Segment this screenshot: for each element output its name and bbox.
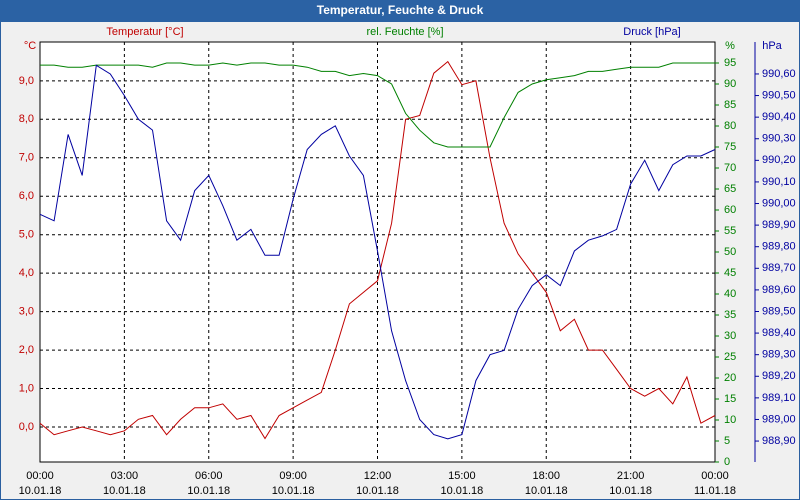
y3-axis-label: hPa: [762, 40, 782, 52]
y3-tick-label: 990,60: [762, 68, 796, 80]
y3-tick-label: 989,00: [762, 413, 796, 425]
y2-axis-label: %: [725, 40, 735, 52]
y-tick-label: 4,0: [19, 267, 34, 279]
series-line: [40, 62, 715, 148]
y2-tick-label: 45: [724, 267, 736, 279]
y3-tick-label: 989,30: [762, 349, 796, 361]
y-tick-label: 8,0: [19, 113, 34, 125]
x-tick-label: 12:00 10.01.18: [356, 470, 399, 497]
x-tick-label: 00:00 11.01.18: [694, 470, 736, 497]
y3-tick-label: 989,80: [762, 241, 796, 253]
x-tick-label: 15:00 10.01.18: [440, 470, 483, 497]
y-tick-label: 9,0: [19, 75, 34, 87]
y2-tick-label: 60: [724, 204, 736, 216]
x-tick-label: 18:00 10.01.18: [525, 470, 568, 497]
y3-tick-label: 988,90: [762, 435, 796, 447]
legend-entry: Temperatur [°C]: [106, 26, 183, 38]
y3-tick-label: 990,20: [762, 154, 796, 166]
y2-tick-label: 55: [724, 225, 736, 237]
legend-entry: Druck [hPa]: [623, 26, 680, 38]
y3-tick-label: 989,50: [762, 305, 796, 317]
series-line: [39, 60, 716, 440]
y2-tick-label: 95: [724, 57, 736, 69]
y-tick-label: 1,0: [19, 382, 34, 394]
y3-tick-label: 990,10: [762, 176, 796, 188]
y2-tick-label: 15: [724, 393, 736, 405]
y3-tick-label: 989,70: [762, 262, 796, 274]
y3-tick-label: 990,00: [762, 197, 796, 209]
y3-tick-label: 989,10: [762, 392, 796, 404]
y-tick-label: 7,0: [19, 152, 34, 164]
y3-tick-label: 990,30: [762, 133, 796, 145]
y2-tick-label: 90: [724, 78, 736, 90]
y2-tick-label: 50: [724, 246, 736, 258]
y3-tick-label: 989,60: [762, 284, 796, 296]
y2-tick-label: 20: [724, 372, 736, 384]
y2-tick-label: 25: [724, 351, 736, 363]
x-tick-label: 06:00 10.01.18: [187, 470, 230, 497]
y-tick-label: 0,0: [19, 421, 34, 433]
chart-title: Temperatur, Feuchte & Druck: [317, 3, 484, 17]
y2-tick-label: 75: [724, 141, 736, 153]
y2-tick-label: 85: [724, 99, 736, 111]
y2-tick-label: 35: [724, 309, 736, 321]
y3-tick-label: 990,40: [762, 111, 796, 123]
legend-entry: rel. Feuchte [%]: [366, 26, 443, 38]
y2-tick-label: 0: [724, 456, 730, 468]
x-tick-label: 09:00 10.01.18: [272, 470, 315, 497]
y2-tick-label: 80: [724, 120, 736, 132]
y-tick-label: 5,0: [19, 229, 34, 241]
y3-tick-label: 989,40: [762, 327, 796, 339]
y3-tick-label: 989,90: [762, 219, 796, 231]
y-tick-label: 6,0: [19, 190, 34, 202]
y2-tick-label: 70: [724, 162, 736, 174]
y2-tick-label: 10: [724, 414, 736, 426]
series-line: [39, 64, 716, 440]
y-axis-label: °C: [24, 40, 36, 52]
y3-tick-label: 990,50: [762, 89, 796, 101]
x-tick-label: 00:00 10.01.18: [19, 470, 62, 497]
y-tick-label: 3,0: [19, 306, 34, 318]
x-tick-label: 21:00 10.01.18: [609, 470, 652, 497]
title-bar: [0, 0, 800, 22]
y2-tick-label: 40: [724, 288, 736, 300]
y2-tick-label: 5: [724, 435, 730, 447]
y-tick-label: 2,0: [19, 344, 34, 356]
x-tick-label: 03:00 10.01.18: [103, 470, 146, 497]
y2-tick-label: 65: [724, 183, 736, 195]
y2-tick-label: 30: [724, 330, 736, 342]
y3-tick-label: 989,20: [762, 370, 796, 382]
